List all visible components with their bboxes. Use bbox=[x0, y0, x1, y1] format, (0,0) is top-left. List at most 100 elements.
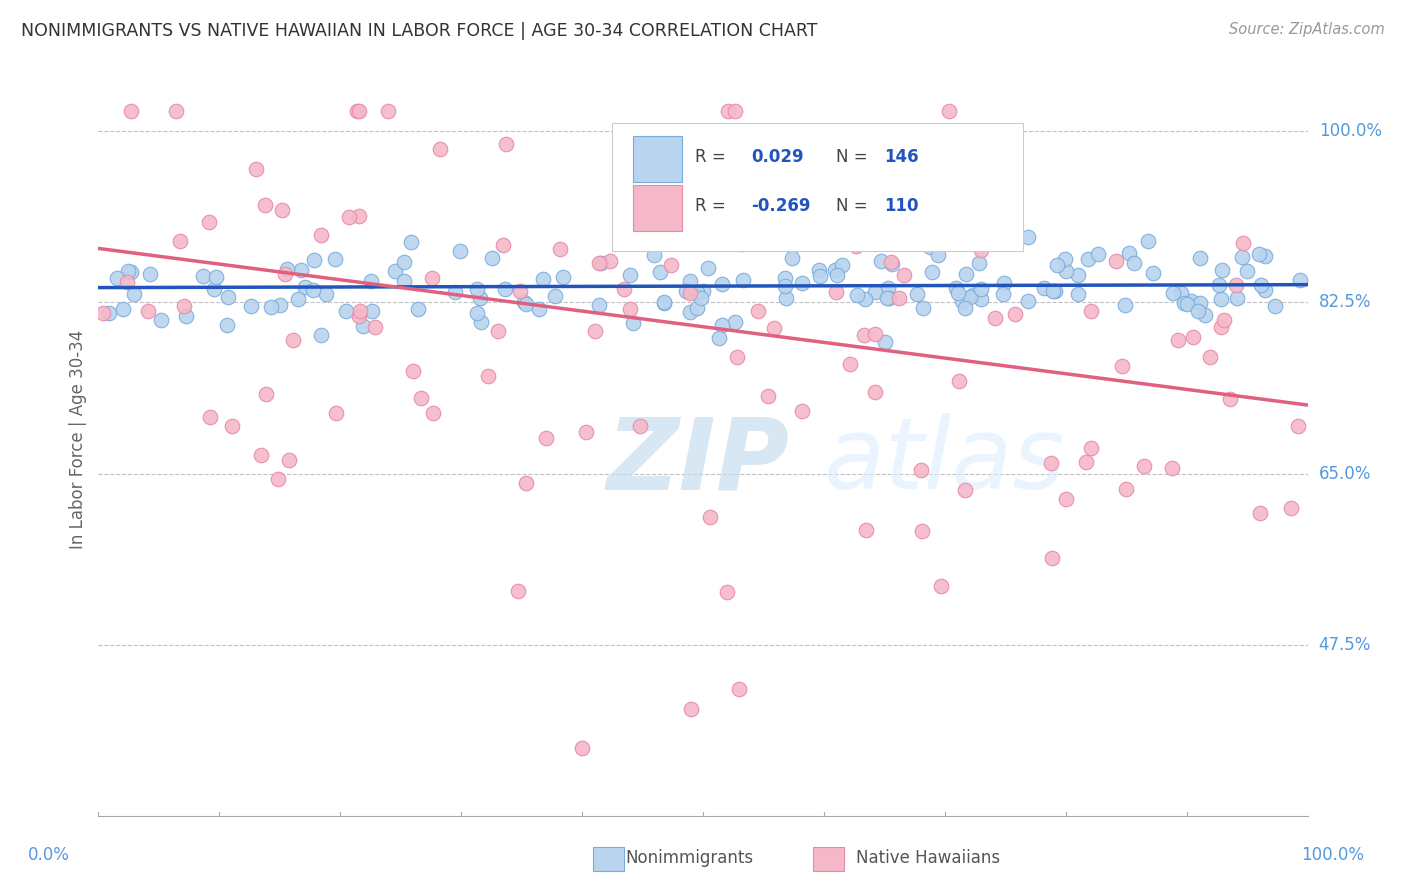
Point bbox=[882, 257, 904, 271]
Point bbox=[929, 579, 952, 593]
Point bbox=[392, 255, 415, 269]
Point bbox=[619, 268, 641, 282]
Point bbox=[544, 289, 567, 303]
Point bbox=[1264, 299, 1286, 313]
Point bbox=[323, 252, 346, 266]
Y-axis label: In Labor Force | Age 30-34: In Labor Force | Age 30-34 bbox=[69, 330, 87, 549]
Point bbox=[205, 270, 228, 285]
Point bbox=[877, 291, 900, 305]
Point bbox=[1080, 441, 1102, 455]
Point bbox=[150, 313, 173, 327]
Point bbox=[1142, 266, 1164, 280]
Point bbox=[870, 254, 893, 268]
Point bbox=[1194, 308, 1216, 322]
Point bbox=[1161, 461, 1184, 475]
Point bbox=[245, 161, 267, 176]
Point bbox=[281, 333, 304, 347]
Point bbox=[845, 239, 868, 253]
Point bbox=[910, 462, 932, 476]
Text: 0.0%: 0.0% bbox=[28, 846, 70, 863]
Point bbox=[267, 472, 290, 486]
Text: 0.029: 0.029 bbox=[751, 148, 804, 166]
Point bbox=[531, 272, 554, 286]
Point bbox=[1226, 292, 1249, 306]
Point bbox=[1286, 419, 1309, 434]
Point bbox=[773, 279, 796, 293]
Point bbox=[174, 309, 197, 323]
Point bbox=[686, 301, 709, 315]
Point bbox=[197, 215, 219, 229]
Point bbox=[962, 287, 984, 301]
Point bbox=[217, 290, 239, 304]
Point bbox=[335, 304, 357, 318]
Point bbox=[967, 255, 990, 269]
Point bbox=[1017, 230, 1039, 244]
Point bbox=[492, 238, 515, 252]
Point bbox=[773, 270, 796, 285]
Point bbox=[711, 277, 734, 292]
Point bbox=[468, 291, 491, 305]
Point bbox=[117, 264, 139, 278]
Point bbox=[105, 270, 128, 285]
Point bbox=[876, 291, 898, 305]
Point bbox=[955, 268, 977, 282]
Point bbox=[1133, 458, 1156, 473]
Point bbox=[571, 740, 593, 755]
Point bbox=[1209, 320, 1232, 334]
Point bbox=[346, 104, 368, 119]
Point bbox=[254, 387, 277, 401]
Point bbox=[950, 293, 973, 308]
Point bbox=[1114, 298, 1136, 312]
Point bbox=[855, 523, 877, 537]
Point bbox=[1080, 303, 1102, 318]
Point bbox=[912, 301, 935, 315]
Point bbox=[993, 276, 1015, 290]
Point bbox=[679, 701, 702, 715]
Point bbox=[276, 262, 298, 277]
Point bbox=[955, 301, 977, 316]
Point bbox=[839, 357, 862, 371]
Point bbox=[508, 583, 530, 598]
Point bbox=[204, 282, 226, 296]
Text: ZIP: ZIP bbox=[606, 413, 789, 510]
Text: Source: ZipAtlas.com: Source: ZipAtlas.com bbox=[1229, 22, 1385, 37]
Point bbox=[599, 254, 621, 268]
Point bbox=[97, 306, 120, 320]
Point bbox=[775, 291, 797, 305]
Point bbox=[583, 324, 606, 338]
Text: R =: R = bbox=[695, 196, 731, 215]
Point bbox=[481, 251, 503, 265]
Point bbox=[1254, 249, 1277, 263]
Point bbox=[112, 302, 135, 317]
Point bbox=[548, 242, 571, 256]
Point bbox=[250, 448, 273, 462]
Point bbox=[959, 290, 981, 304]
Point bbox=[1161, 286, 1184, 301]
Text: 146: 146 bbox=[884, 148, 920, 166]
Point bbox=[315, 287, 337, 301]
Point bbox=[352, 318, 374, 333]
Point bbox=[724, 104, 747, 119]
Point bbox=[1198, 351, 1220, 365]
Point bbox=[918, 240, 941, 254]
Point bbox=[402, 364, 425, 378]
Point bbox=[536, 431, 558, 445]
FancyBboxPatch shape bbox=[613, 123, 1024, 251]
Text: atlas: atlas bbox=[824, 413, 1066, 510]
Text: 100.0%: 100.0% bbox=[1301, 846, 1364, 863]
Point bbox=[679, 305, 702, 319]
Point bbox=[1253, 284, 1275, 298]
Point bbox=[495, 137, 517, 152]
Point bbox=[1123, 256, 1146, 270]
Text: N =: N = bbox=[837, 196, 873, 215]
Point bbox=[494, 282, 516, 296]
Point bbox=[349, 209, 371, 223]
Point bbox=[1115, 482, 1137, 496]
Point bbox=[893, 268, 915, 283]
Point bbox=[725, 350, 748, 364]
Point bbox=[269, 298, 291, 312]
Point bbox=[361, 304, 384, 318]
Point bbox=[1249, 507, 1271, 521]
Point bbox=[360, 273, 382, 287]
Point bbox=[551, 269, 574, 284]
